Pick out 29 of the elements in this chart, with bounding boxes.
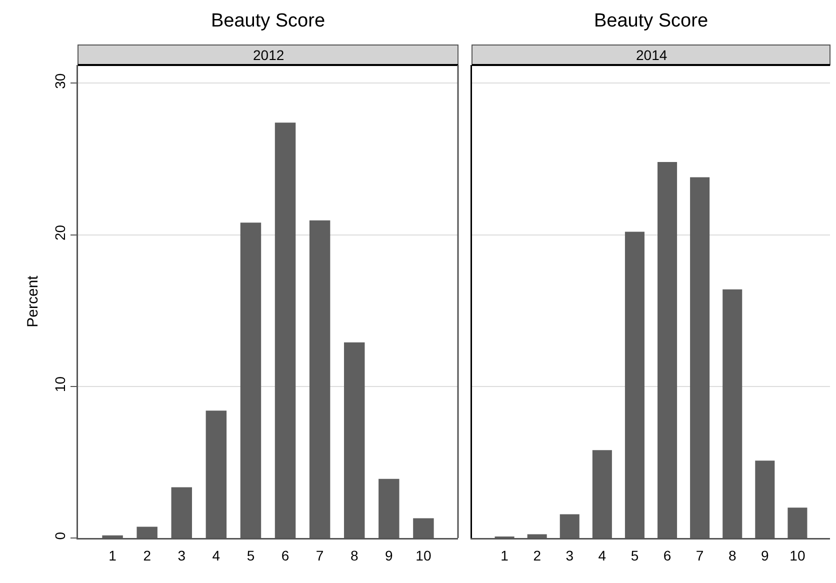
y-tick-label: 30 (52, 73, 68, 89)
x-tick-label: 5 (246, 547, 255, 564)
chart-title: Beauty Score (210, 10, 326, 32)
x-tick-label: 3 (566, 547, 574, 564)
chart-subtitle: 2014 (636, 47, 668, 63)
y-tick-label: 20 (52, 224, 68, 240)
x-tick-label: 10 (416, 547, 432, 564)
x-tick-label: 7 (696, 547, 704, 564)
x-tick-label: 8 (350, 547, 358, 564)
x-tick-label: 4 (598, 547, 606, 564)
x-tick-label: 2 (533, 547, 542, 564)
y-tick-label: 0 (52, 532, 68, 540)
x-tick-label: 7 (316, 547, 324, 564)
chart-subtitle: 2012 (253, 47, 284, 63)
x-tick-label: 1 (108, 547, 117, 564)
y-axis-title: Percent (24, 274, 42, 328)
x-tick-label: 6 (281, 547, 290, 564)
x-tick-label: 6 (663, 547, 672, 564)
x-tick-label: 9 (385, 547, 394, 564)
chart-title: Beauty Score (594, 10, 708, 32)
x-tick-label: 3 (178, 547, 186, 564)
x-tick-label: 8 (728, 547, 736, 564)
x-tick-label: 9 (761, 547, 770, 564)
x-tick-label: 2 (143, 547, 152, 564)
x-tick-label: 5 (630, 547, 639, 564)
x-tick-label: 10 (790, 547, 806, 564)
x-tick-label: 4 (212, 547, 220, 564)
x-tick-label: 1 (500, 547, 509, 564)
y-tick-label: 10 (52, 376, 68, 392)
